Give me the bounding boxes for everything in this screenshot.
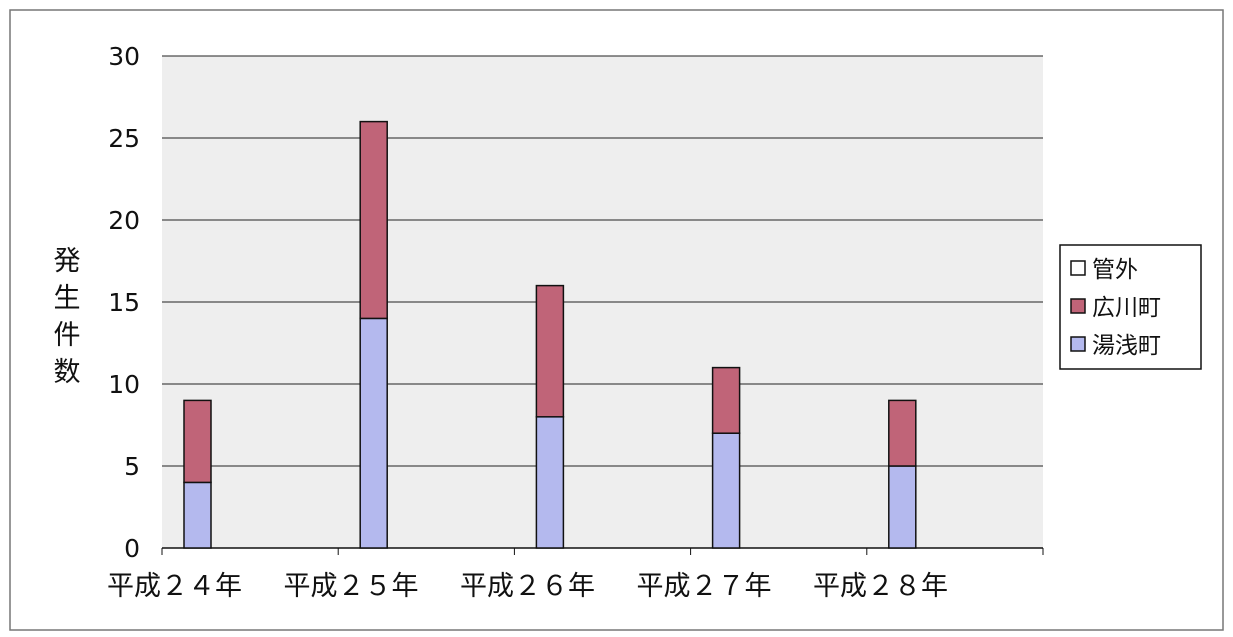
y-tick-label: 25 — [108, 124, 140, 153]
y-axis-label-char: 数 — [54, 357, 81, 388]
x-tick-label: 平成２５年 — [284, 571, 419, 602]
legend-swatch — [1070, 260, 1086, 276]
legend-swatch — [1070, 336, 1086, 352]
bar-segment — [359, 120, 388, 320]
plot-area: 0 5 10 15 20 25 30 平成２４年 平成２５年 平成２６年 平成２７年 平成２８年 — [107, 42, 1044, 602]
legend-entry-label: 湯浅町 — [1092, 333, 1161, 359]
bar-segment — [359, 317, 388, 549]
x-tick-label: 平成２７年 — [637, 571, 772, 602]
y-tick-label: 15 — [108, 288, 140, 317]
legend-entry-label: 広川町 — [1092, 295, 1161, 321]
y-tick-label: 10 — [108, 370, 140, 399]
y-tick-label: 30 — [108, 42, 140, 71]
bar-segment — [183, 481, 212, 549]
bar-segment — [711, 432, 741, 549]
y-axis-label-char: 件 — [54, 320, 81, 351]
x-tick-label: 平成２４年 — [107, 571, 242, 602]
y-axis-label-char: 発 — [54, 246, 81, 277]
bar-segment — [183, 399, 212, 484]
bar-segment — [535, 416, 565, 549]
legend-entry-label: 管外 — [1092, 257, 1138, 283]
bar-segment — [888, 465, 917, 549]
y-tick-label: 5 — [124, 452, 140, 481]
y-tick-label: 0 — [124, 534, 140, 563]
legend-swatch — [1070, 298, 1086, 314]
bar-segment — [711, 366, 741, 434]
bar-segment — [535, 284, 565, 418]
bar-segment — [888, 399, 917, 467]
x-tick-label: 平成２６年 — [460, 571, 595, 602]
y-axis-label-char: 生 — [54, 283, 81, 314]
x-tick-label: 平成２８年 — [813, 571, 948, 602]
y-tick-label: 20 — [108, 206, 140, 235]
